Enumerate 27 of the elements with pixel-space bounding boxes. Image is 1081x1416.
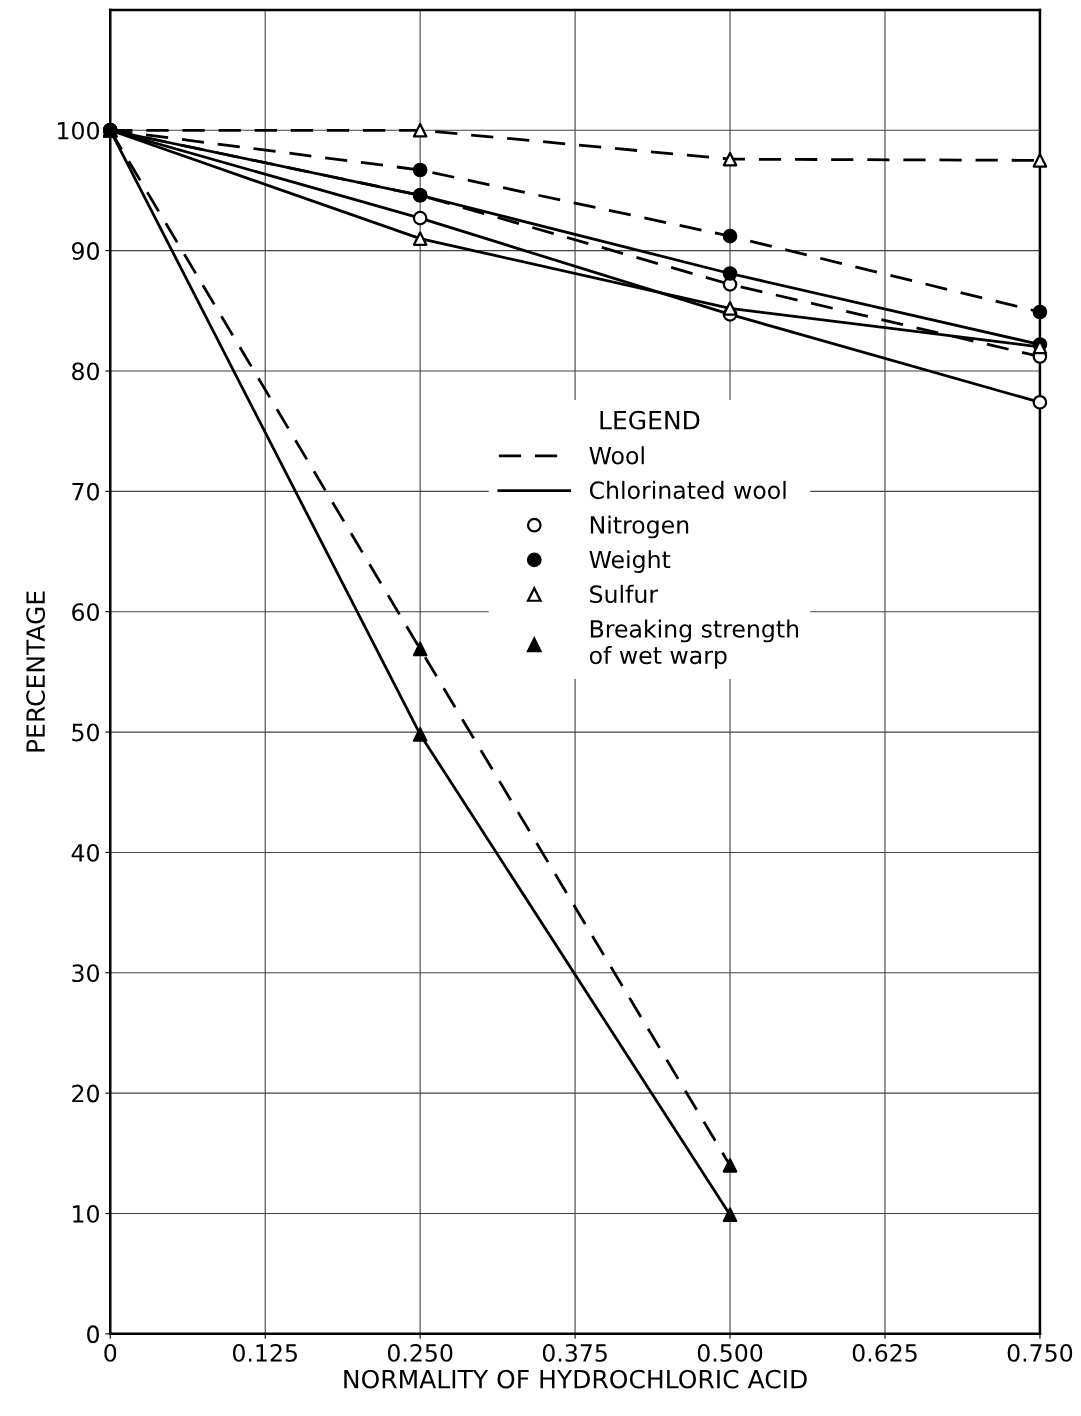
y-tick-label: 30 [72,964,99,983]
x-tick-label: 0.500 [697,1344,763,1362]
x-tick-label: 0.750 [1007,1344,1073,1362]
x-tick-label: 0 [104,1344,117,1362]
legend-title: LEGEND [600,410,700,430]
y-tick-label: 0 [87,1325,99,1344]
y-tick-label: 40 [71,843,99,862]
y-tick-label: 60 [72,603,99,622]
x-tick-label: 0.625 [852,1344,917,1362]
y-tick-label: 100 [58,121,99,140]
y-tick-label: 20 [72,1084,99,1103]
annotation: Wool [589,446,644,465]
y-tick-label: 90 [71,242,99,260]
y-tick-label: 70 [72,482,99,501]
y-tick-label: 80 [72,362,99,381]
y-axis-title: PERCENTAGE [26,591,46,752]
x-tick-label: 0.375 [542,1344,607,1362]
y-tick-label: 50 [72,723,99,742]
legend-label: Nitrogen [590,515,689,539]
x-axis-title: NORMALITY OF HYDROCHLORIC ACID [344,1369,807,1389]
annotation: Chlorinated wool [589,480,786,500]
x-tick-label: 0.250 [387,1344,453,1362]
legend-label: Breaking strength of wet warp [589,619,799,669]
legend-label: Weight [589,550,671,574]
y-tick-label: 10 [73,1204,99,1223]
legend-label: Sulfur [590,584,659,604]
x-tick-label: 0.125 [232,1344,297,1362]
